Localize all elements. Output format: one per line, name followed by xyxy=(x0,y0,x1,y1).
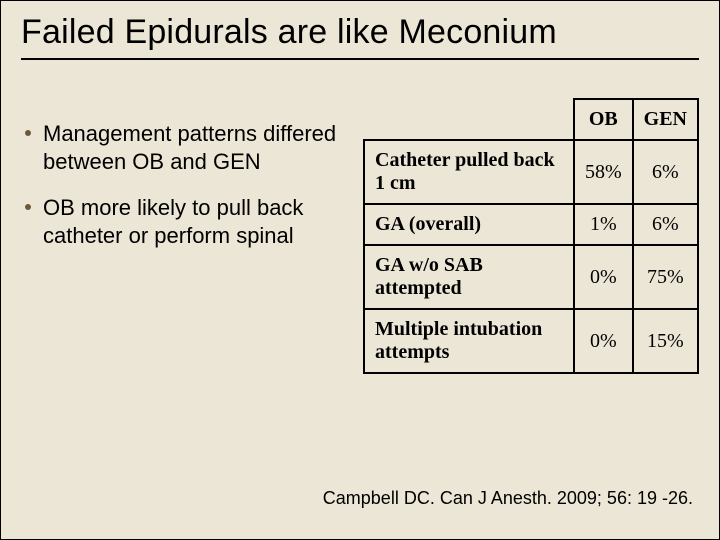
row-ob: 0% xyxy=(574,245,633,309)
bullet-list: Management patterns differed between OB … xyxy=(21,98,351,374)
table-row: Multiple intubation attempts 0% 15% xyxy=(364,309,698,373)
table-header-gen: GEN xyxy=(633,99,698,140)
row-ob: 58% xyxy=(574,140,633,204)
slide-title: Failed Epidurals are like Meconium xyxy=(21,13,699,52)
row-label: Multiple intubation attempts xyxy=(364,309,574,373)
row-label: Catheter pulled back 1 cm xyxy=(364,140,574,204)
row-ob: 0% xyxy=(574,309,633,373)
row-gen: 75% xyxy=(633,245,698,309)
table-header-ob: OB xyxy=(574,99,633,140)
row-label: GA (overall) xyxy=(364,204,574,245)
slide: Failed Epidurals are like Meconium Manag… xyxy=(0,0,720,540)
bullet-item: OB more likely to pull back catheter or … xyxy=(21,194,351,250)
citation: Campbell DC. Can J Anesth. 2009; 56: 19 … xyxy=(323,488,693,509)
table-row: Catheter pulled back 1 cm 58% 6% xyxy=(364,140,698,204)
comparison-table-wrap: OB GEN Catheter pulled back 1 cm 58% 6% … xyxy=(363,98,699,374)
content-row: Management patterns differed between OB … xyxy=(21,98,699,374)
title-underline xyxy=(21,58,699,60)
comparison-table: OB GEN Catheter pulled back 1 cm 58% 6% … xyxy=(363,98,699,374)
row-gen: 6% xyxy=(633,204,698,245)
row-ob: 1% xyxy=(574,204,633,245)
table-header-blank xyxy=(364,99,574,140)
table-row: GA w/o SAB attempted 0% 75% xyxy=(364,245,698,309)
bullet-item: Management patterns differed between OB … xyxy=(21,120,351,176)
row-gen: 6% xyxy=(633,140,698,204)
table-header-row: OB GEN xyxy=(364,99,698,140)
row-gen: 15% xyxy=(633,309,698,373)
row-label: GA w/o SAB attempted xyxy=(364,245,574,309)
table-row: GA (overall) 1% 6% xyxy=(364,204,698,245)
